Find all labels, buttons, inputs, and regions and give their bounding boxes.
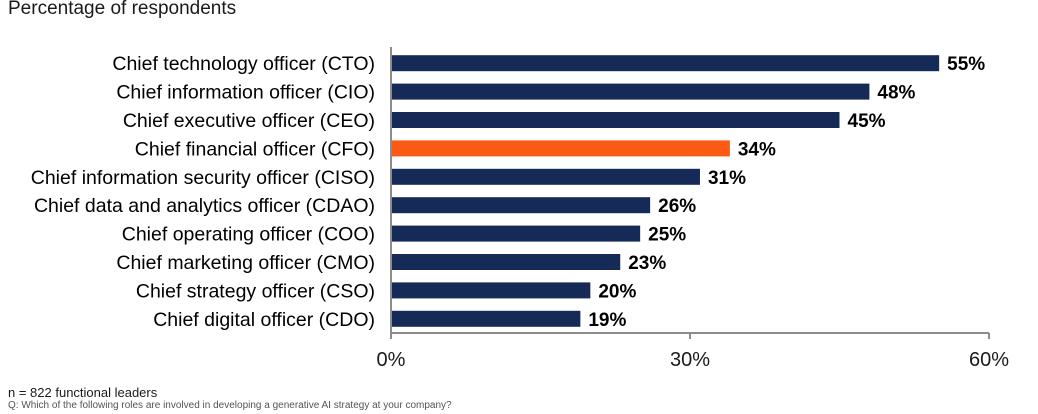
survey-question-note: Q: Which of the following roles are invo… (8, 400, 452, 411)
sample-size-note: n = 822 functional leaders (8, 385, 158, 400)
bar (391, 282, 591, 299)
value-label: 20% (598, 281, 636, 302)
category-label: Chief digital officer (CDO) (153, 309, 375, 331)
value-label: 48% (877, 83, 915, 104)
tick-label: 0% (377, 349, 406, 371)
category-label: Chief executive officer (CEO) (123, 110, 375, 132)
category-label: Chief operating officer (COO) (122, 224, 375, 246)
bar (391, 225, 641, 242)
value-label: 19% (588, 310, 626, 331)
value-label: 31% (708, 168, 746, 189)
category-label: Chief financial officer (CFO) (135, 138, 375, 160)
value-label: 25% (648, 225, 686, 246)
bar (391, 140, 730, 157)
value-label: 26% (658, 196, 696, 217)
bar (391, 310, 581, 327)
bar (391, 197, 651, 214)
bar (391, 112, 840, 128)
x-axis: 0% 30% 60% (377, 47, 1009, 371)
value-label: 34% (738, 139, 776, 160)
bar (391, 55, 940, 72)
tick-label: 60% (969, 349, 1009, 371)
bar-chart: Chief technology officer (CTO) 55% Chief i… (31, 47, 1009, 371)
value-label: 23% (628, 253, 666, 274)
value-label: 55% (947, 54, 985, 75)
tick-label: 30% (670, 349, 710, 371)
category-label: Chief information officer (CIO) (116, 82, 375, 104)
category-label: Chief data and analytics officer (CDAO) (34, 195, 375, 217)
category-label: Chief strategy officer (CSO) (136, 280, 375, 302)
category-label: Chief marketing officer (CMO) (116, 252, 375, 274)
bar-series: Chief technology officer (CTO) 55% Chief i… (31, 53, 986, 331)
category-label: Chief information security officer (CISO… (31, 167, 375, 189)
bar (391, 254, 621, 270)
bar (391, 83, 870, 100)
chart-subtitle: Percentage of respondents (8, 0, 237, 19)
bar (391, 168, 700, 185)
value-label: 45% (848, 111, 886, 132)
category-label: Chief technology officer (CTO) (112, 53, 375, 75)
